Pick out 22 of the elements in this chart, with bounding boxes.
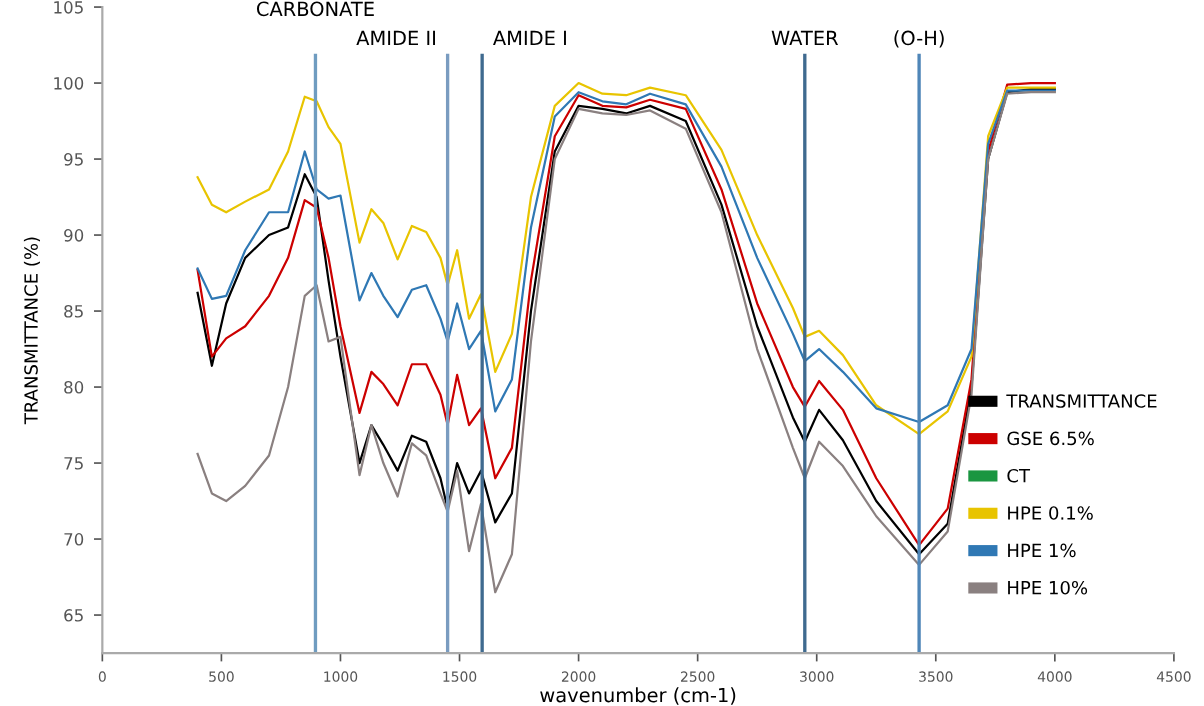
legend-label: HPE 1% bbox=[1008, 543, 1076, 558]
legend-label: GSE 6.5% bbox=[1007, 431, 1094, 446]
y-tick-label: 95 bbox=[64, 153, 83, 166]
y-tick-label: 65 bbox=[64, 609, 83, 622]
legend-label: CT bbox=[1007, 468, 1031, 483]
y-tick-label: 70 bbox=[64, 533, 84, 546]
ref-line-label: AMIDE II bbox=[356, 30, 435, 46]
ref-line-label: CARBONATE bbox=[256, 1, 374, 17]
ref-line-label: WATER bbox=[771, 30, 839, 46]
y-axis-title: TRANSMITTANCE (%) bbox=[23, 237, 40, 425]
ref-line-label: AMIDE I bbox=[493, 30, 566, 46]
y-tick-label: 75 bbox=[64, 457, 83, 470]
y-tick-label: 100 bbox=[54, 77, 84, 90]
legend-label: TRANSMITTANCE bbox=[1006, 394, 1157, 408]
y-tick-label: 80 bbox=[64, 381, 84, 394]
y-tick-label: 90 bbox=[64, 229, 84, 242]
y-tick-label: 105 bbox=[54, 1, 83, 14]
y-tick-label: 85 bbox=[64, 305, 83, 318]
ref-line-label: (O-H) bbox=[894, 30, 944, 48]
legend-label: HPE 10% bbox=[1008, 580, 1088, 595]
x-axis-title: wavenumber (cm-1) bbox=[540, 687, 736, 705]
legend-label: HPE 0.1% bbox=[1008, 506, 1093, 520]
